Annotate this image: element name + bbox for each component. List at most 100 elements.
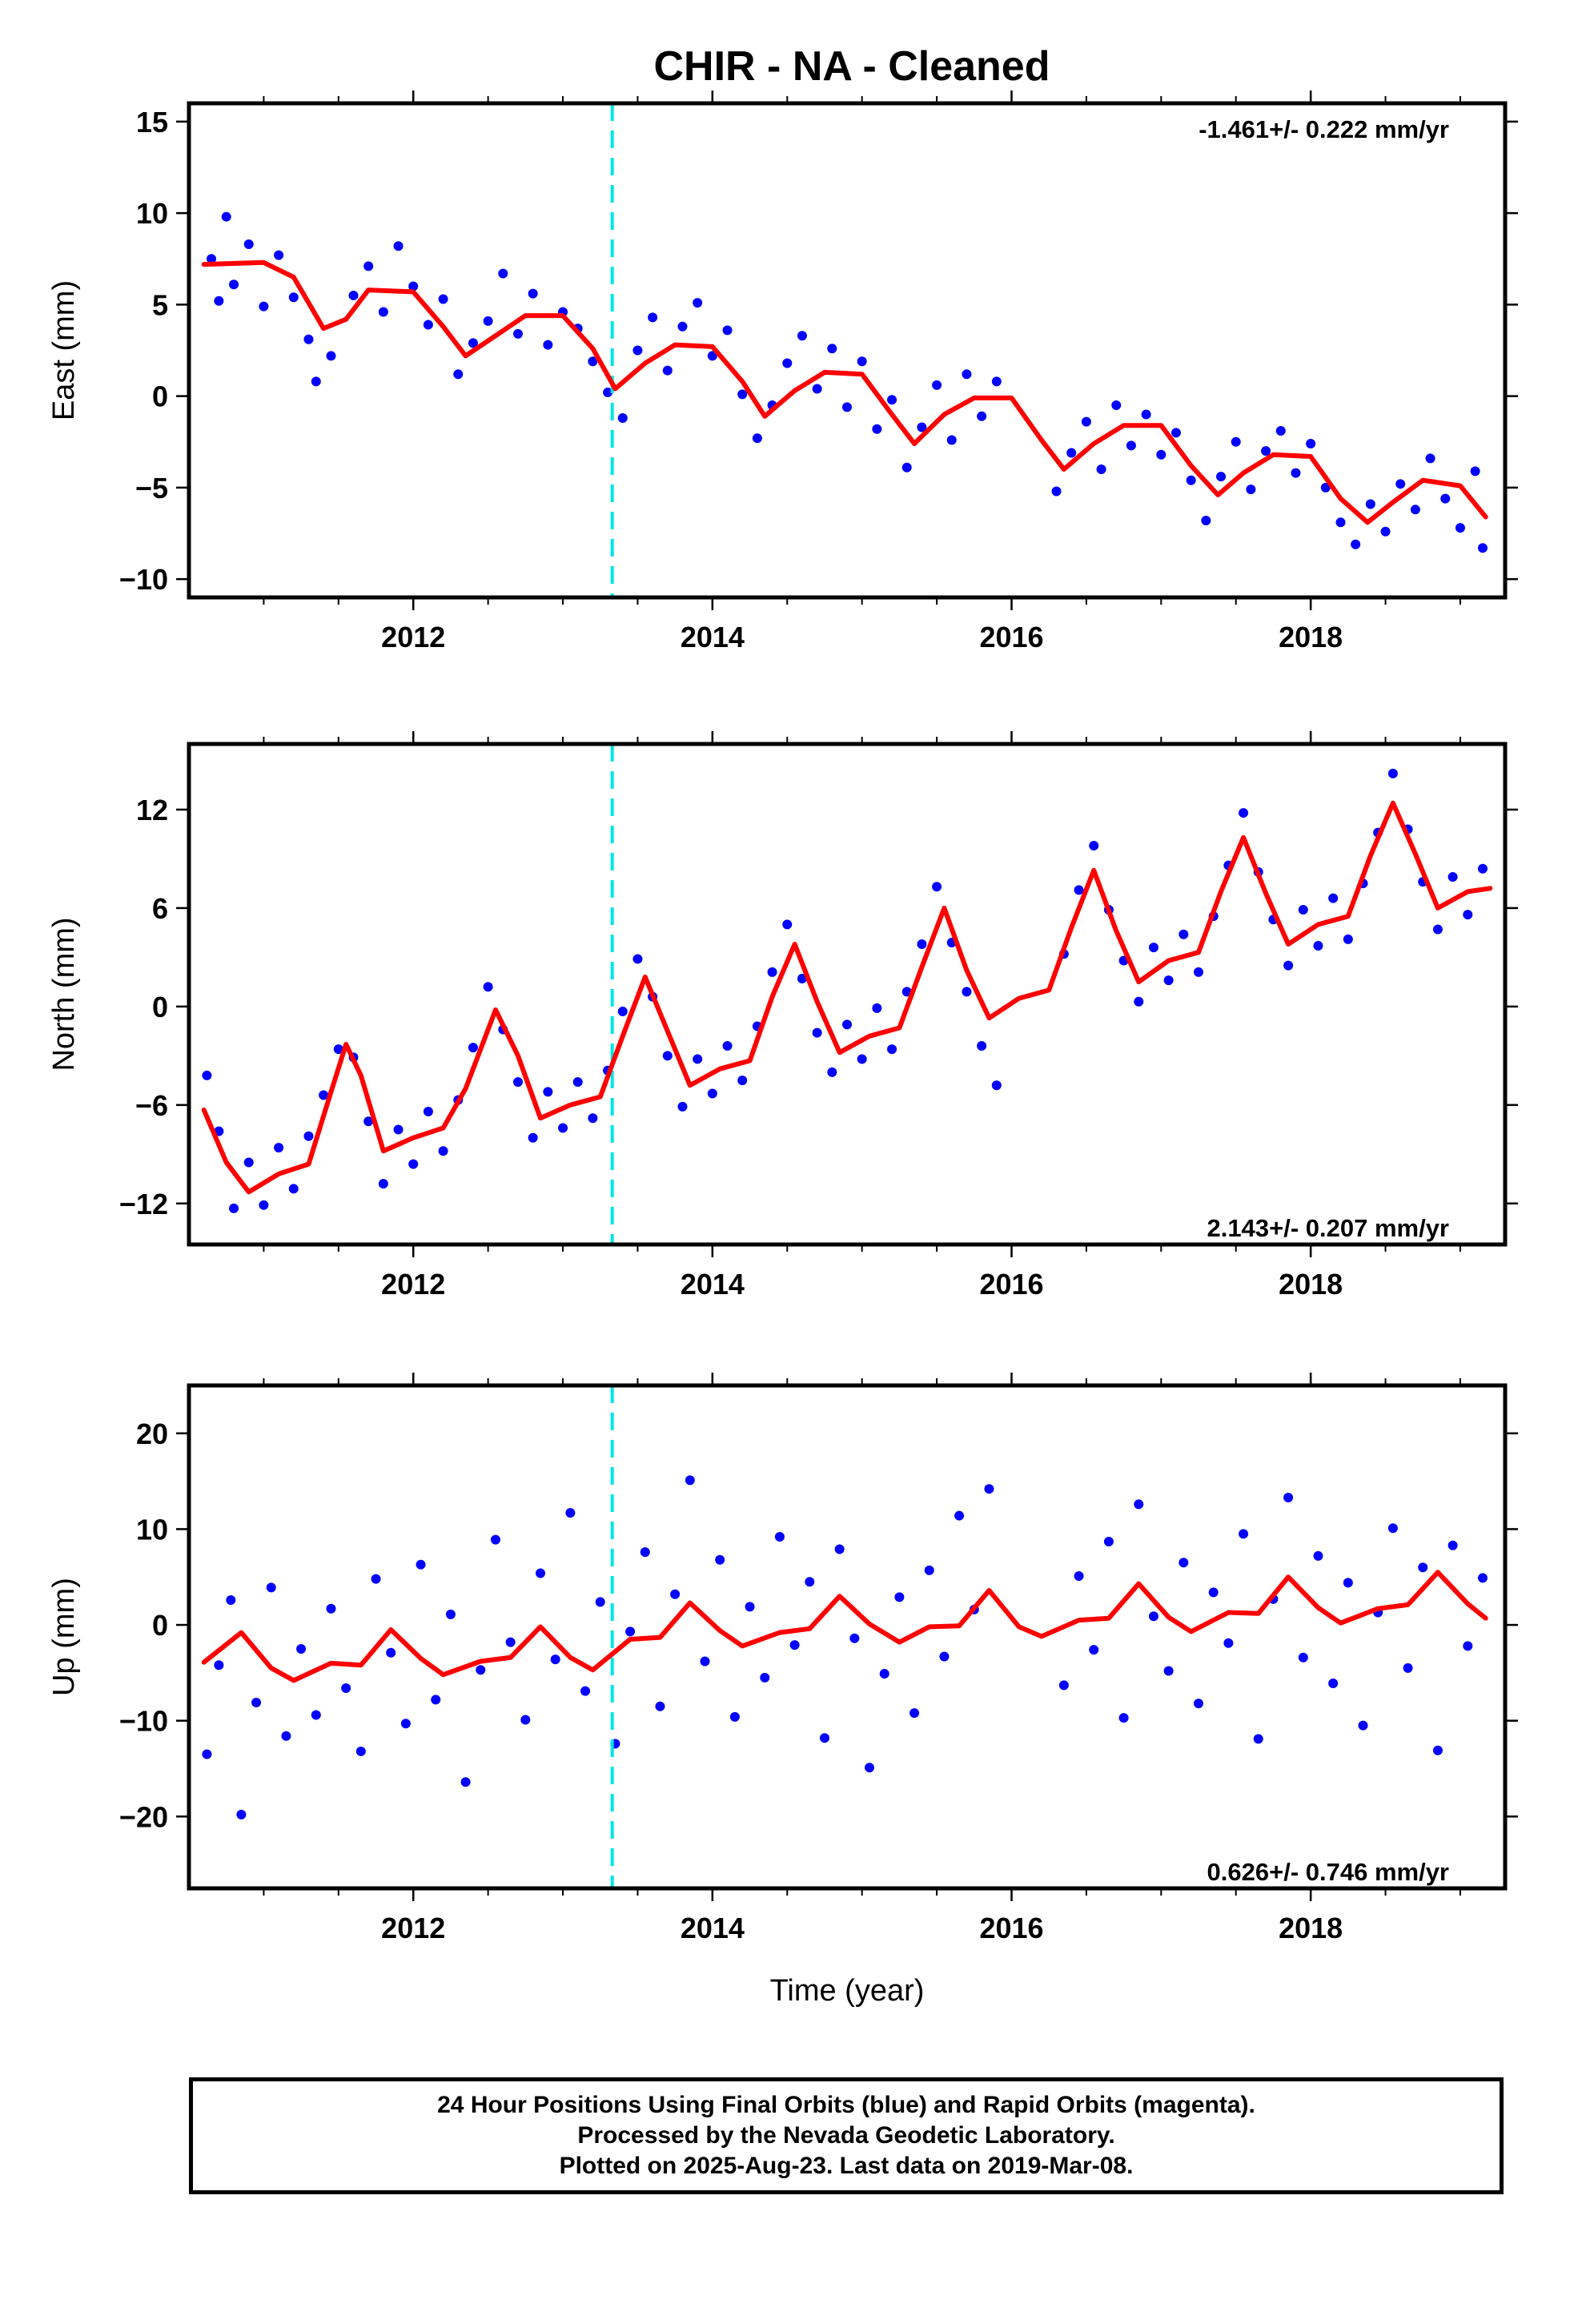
north-y-axis-label: North (mm) (47, 917, 81, 1071)
east-data-point (1275, 426, 1286, 436)
east-y-axis-label: East (mm) (47, 280, 81, 420)
up-data-point (1328, 1679, 1339, 1689)
up-data-point (729, 1711, 740, 1722)
up-data-point (595, 1597, 605, 1607)
up-data-point (625, 1626, 636, 1637)
east-data-point (1126, 440, 1136, 451)
east-x-tick-label: 2016 (979, 621, 1043, 653)
east-data-point (827, 344, 837, 354)
up-data-point (311, 1710, 321, 1720)
up-data-point (355, 1746, 366, 1756)
up-data-point (1253, 1734, 1263, 1744)
north-data-point (243, 1157, 254, 1168)
north-data-point (872, 1003, 882, 1013)
north-data-point (319, 1090, 329, 1100)
up-data-point (266, 1582, 276, 1593)
east-data-point (693, 298, 703, 308)
north-data-point (677, 1101, 688, 1112)
up-data-point (1447, 1540, 1458, 1550)
north-data-point (558, 1123, 568, 1133)
up-data-point (1223, 1638, 1234, 1648)
east-data-point (498, 268, 508, 279)
east-data-point (1440, 493, 1451, 504)
east-data-point (288, 292, 299, 303)
up-data-point (715, 1554, 725, 1565)
east-data-point (243, 239, 254, 249)
east-data-point (311, 376, 321, 387)
north-data-point (737, 1076, 748, 1086)
up-data-point (1148, 1611, 1158, 1622)
north-data-point (812, 1027, 822, 1038)
north-panel: 2012 2014 2016 2018 −12 −6 0 6 12 North (mm) 2.143… (47, 731, 1518, 1301)
north-data-point (707, 1088, 717, 1099)
north-data-point (632, 954, 643, 964)
east-x-tick-label: 2018 (1279, 621, 1343, 653)
north-data-point (543, 1087, 553, 1097)
east-data-point (1066, 448, 1077, 458)
north-data-point (1239, 808, 1249, 818)
east-data-point (1351, 539, 1361, 549)
east-y-tick-label: −10 (119, 563, 168, 596)
north-data-point (393, 1124, 404, 1135)
east-data-point (207, 254, 217, 264)
east-data-point (453, 369, 464, 380)
east-data-point (1291, 468, 1301, 478)
east-data-point (1171, 428, 1181, 438)
up-data-point (1298, 1652, 1308, 1663)
north-data-point (1194, 967, 1204, 977)
north-data-point (1163, 975, 1174, 986)
north-data-point (693, 1054, 703, 1064)
north-data-point (333, 1044, 343, 1055)
up-data-point (536, 1568, 546, 1578)
east-data-point (1395, 479, 1406, 489)
east-data-point (797, 331, 807, 341)
north-x-tick-label: 2014 (681, 1268, 745, 1301)
up-data-point (879, 1669, 889, 1679)
east-data-point (752, 433, 762, 444)
up-data-point (386, 1647, 396, 1658)
up-data-point (1463, 1641, 1473, 1651)
up-data-point (416, 1559, 426, 1570)
up-x-tick-label: 2018 (1279, 1912, 1343, 1944)
east-data-point (423, 320, 433, 330)
up-data-point (580, 1686, 591, 1696)
up-data-point (236, 1809, 247, 1819)
up-rate-label: 0.626+/- 0.746 mm/yr (1207, 1858, 1449, 1886)
east-rate-label: -1.461+/- 0.222 mm/yr (1199, 115, 1449, 143)
up-data-point (1477, 1573, 1488, 1583)
up-data-point (296, 1643, 307, 1654)
footer-line-2: Processed by the Nevada Geodetic Laborat… (577, 2122, 1115, 2149)
east-data-point (363, 261, 374, 271)
east-x-tick-label: 2012 (381, 621, 445, 653)
east-data-point (1306, 439, 1316, 449)
east-data-point (393, 241, 404, 251)
footer-line-3: Plotted on 2025-Aug-23. Last data on 201… (559, 2153, 1134, 2179)
up-data-point (371, 1574, 381, 1584)
east-data-point (991, 376, 1002, 387)
up-data-point (281, 1731, 291, 1741)
up-fit-curve (201, 1570, 1488, 1683)
north-data-point (1432, 924, 1443, 935)
up-data-point (670, 1589, 681, 1599)
north-data-point (1447, 871, 1458, 882)
east-data-point (917, 422, 927, 432)
east-data-point (274, 250, 284, 260)
east-data-point (901, 462, 912, 472)
east-data-point (408, 281, 419, 292)
up-data-point (1313, 1550, 1323, 1561)
up-data-point (214, 1660, 224, 1671)
up-data-point (954, 1510, 965, 1521)
up-data-point (550, 1655, 560, 1665)
up-data-point (865, 1763, 875, 1773)
east-data-point (528, 288, 538, 299)
north-data-point (662, 1051, 673, 1061)
east-data-point (221, 211, 231, 222)
up-data-point (700, 1656, 710, 1667)
east-data-point (977, 411, 987, 421)
east-data-point (588, 356, 598, 367)
up-data-point (1208, 1587, 1219, 1598)
up-data-point (460, 1777, 471, 1787)
north-data-point (1477, 863, 1488, 874)
up-data-point (760, 1672, 770, 1683)
